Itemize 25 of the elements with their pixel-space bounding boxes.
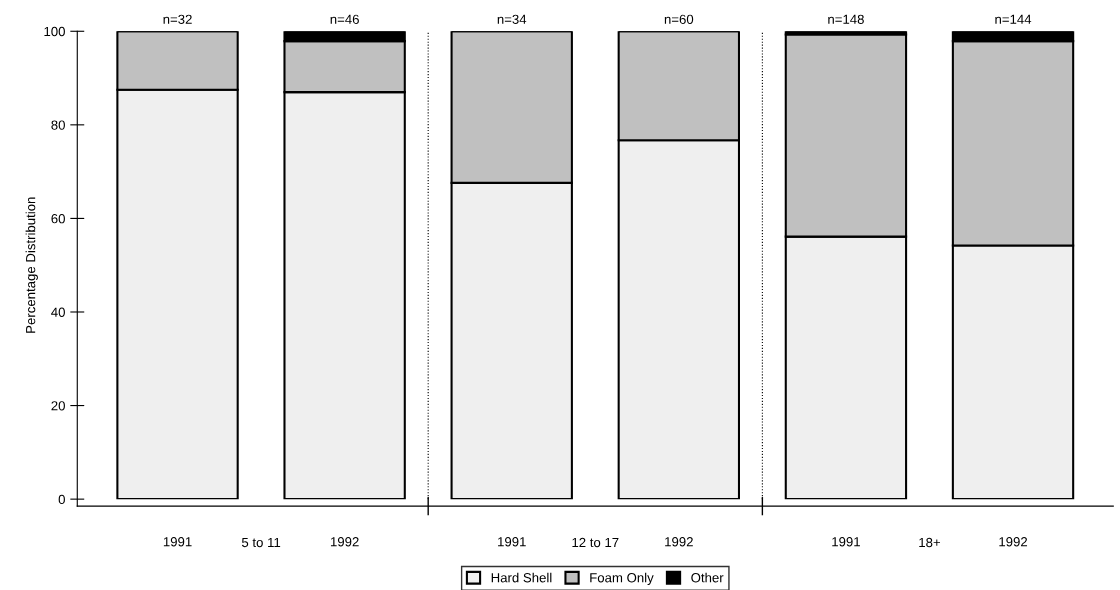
x-tick-label: 1992: [665, 537, 693, 547]
text: n=34: [497, 14, 527, 24]
y-tick-label: 80: [51, 120, 65, 130]
legend-label: Other: [691, 572, 724, 583]
y-axis-title: Percentage Distribution: [25, 197, 38, 333]
legend-label: Hard Shell: [491, 572, 552, 583]
x-tick-label: 1992: [330, 537, 359, 547]
text: 18+: [919, 537, 941, 548]
text: n=60: [664, 14, 694, 24]
y-tick-label: 0: [58, 494, 65, 505]
x-tick-label: 1991: [832, 537, 860, 547]
y-tick-label: 20: [51, 401, 65, 411]
y-tick-label: 60: [51, 213, 65, 224]
text: n=32: [163, 14, 192, 24]
x-tick-label: 1991: [163, 537, 192, 547]
y-tick-label: 100: [44, 26, 65, 37]
text: n=46: [330, 14, 359, 24]
text: n=144: [995, 14, 1032, 24]
text: 5 to 11: [241, 537, 281, 548]
text: n=148: [828, 14, 864, 24]
text: 12 to 17: [572, 537, 619, 548]
legend-label: Foam Only: [590, 572, 654, 585]
x-tick-label: 1992: [999, 537, 1028, 547]
x-tick-label: 1991: [498, 537, 526, 547]
y-tick-label: 40: [51, 307, 65, 317]
